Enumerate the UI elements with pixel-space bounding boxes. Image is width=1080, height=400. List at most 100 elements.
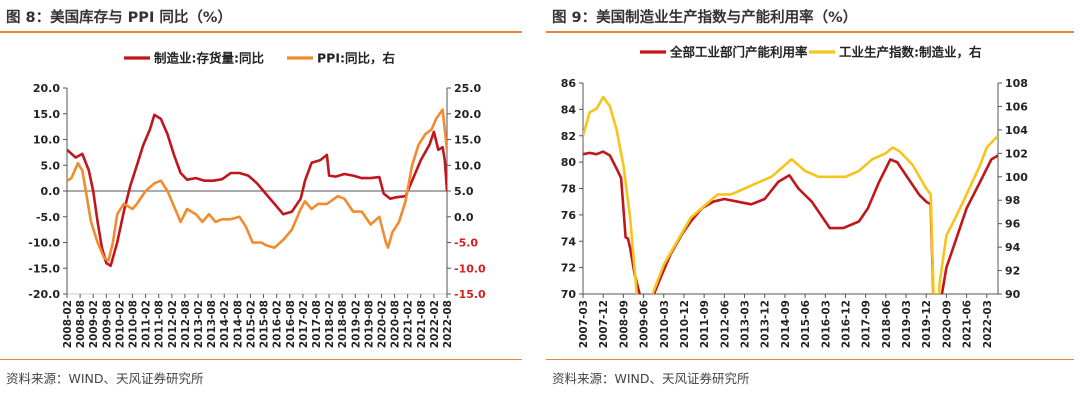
y-tick-label-right: 98 [1005,194,1020,207]
x-tick-label: 2020-08 [390,300,402,348]
x-tick-label: 2016-02 [272,300,284,348]
x-tick-label: 2020-09 [941,300,953,348]
y-tick-label-right: 20.0 [454,108,481,121]
x-tick-label: 2013-03 [740,300,752,348]
x-tick-label: 2008-08 [75,300,87,348]
x-tick-label: 2014-02 [219,300,231,348]
x-tick-label: 2009-02 [88,300,100,348]
y-tick-label-right: 25.0 [454,82,481,95]
x-tick-label: 2011-08 [154,300,166,348]
legend-label: 全部工业部门产能利用率 [669,45,808,60]
x-tick-label: 2016-12 [840,300,852,348]
y-tick-label-left: 84 [561,103,577,116]
y-tick-label-left: 15.0 [33,108,60,121]
x-tick-label: 2018-06 [881,300,893,348]
y-tick-label-right: 0.0 [454,211,474,224]
x-tick-label: 2022-02 [429,300,441,348]
legend-label: 制造业:存货量:同比 [154,51,264,66]
x-tick-label: 2017-02 [298,300,310,348]
y-tick-label-right: 102 [1005,147,1028,160]
x-tick-label: 2013-08 [206,300,218,348]
capacity-production-chart: 全部工业部门产能利用率 工业生产指数:制造业，右 86 84 82 80 78 76 74 72 7… [561,45,1029,349]
x-tick-label: 2011-02 [141,300,153,348]
inventory-ppi-chart: 制造业:存货量:同比 PPI:同比，右 20.0 15.0 10.0 5.0 0.0 -5.0… [28,51,486,349]
x-tick-label: 2018-08 [337,300,349,348]
source-rule [546,359,1074,360]
y-tick-label-left: 82 [561,130,576,143]
y-tick-label-right: -10.0 [454,262,486,275]
figure-title: 图 9：美国制造业生产指数与产能利用率（%） [552,10,858,26]
y-tick-label-left: 76 [561,209,577,222]
x-tick-label: 2010-02 [114,300,126,348]
x-tick-label: 2013-12 [760,300,772,348]
y-tick-label-right: 15.0 [454,134,481,147]
y-tick-label-left: 5.0 [41,159,61,172]
y-tick-label-left: 80 [561,156,577,169]
title-rule [0,31,522,33]
x-tick-label: 2013-02 [193,300,205,348]
x-tick-label: 2017-08 [311,300,323,348]
x-tick-label: 2015-02 [245,300,257,348]
x-tick-label: 2012-08 [180,300,192,348]
x-tick-label: 2016-08 [285,300,297,348]
x-tick-label: 2021-06 [962,300,974,348]
x-tick-label: 2007-12 [598,300,610,348]
x-tick-label: 2010-03 [659,300,671,348]
x-tick-label: 2014-08 [232,300,244,348]
x-tick-label: 2012-06 [719,300,731,348]
source-note: 资料来源：WIND、天风证券研究所 [552,371,750,386]
x-tick-label: 2019-12 [921,300,933,348]
x-tick-label: 2009-08 [101,300,113,348]
x-tick-label: 2012-02 [167,300,179,348]
legend-label: PPI:同比，右 [317,51,395,66]
y-tick-label-right: -5.0 [454,237,478,250]
y-tick-label-right: 100 [1005,171,1028,184]
y-tick-label-right: 5.0 [454,185,474,198]
y-tick-label-right: 92 [1005,265,1020,278]
y-tick-label-right: 108 [1005,77,1028,90]
series-line [67,113,447,267]
source-rule [0,359,522,360]
y-tick-label-right: 104 [1005,124,1028,137]
x-tick-label: 2009-06 [639,300,651,348]
x-tick-label: 2015-06 [800,300,812,348]
series-line [67,108,447,262]
x-tick-label: 2019-03 [901,300,913,348]
y-tick-label-right: 106 [1005,100,1028,113]
title-rule [546,31,1074,33]
y-tick-label-left: 86 [561,77,577,90]
y-tick-label-left: -10.0 [28,237,60,250]
series-line [583,95,998,294]
x-tick-label: 2020-02 [376,300,388,348]
y-tick-label-right: 94 [1005,241,1021,254]
y-tick-label-right: -15.0 [454,288,486,301]
x-tick-label: 2007-03 [578,300,590,348]
y-tick-label-left: -20.0 [28,288,60,301]
x-tick-label: 2014-09 [780,300,792,348]
left-figure: 图 8：美国库存与 PPI 同比（%） 制造业:存货量:同比 PPI:同比，右 20… [0,0,528,400]
y-tick-label-left: 70 [561,288,577,301]
source-note: 资料来源：WIND、天风证券研究所 [6,371,204,386]
x-tick-label: 2022-03 [982,300,994,348]
y-tick-label-right: 90 [1005,288,1021,301]
y-tick-label-right: 96 [1005,218,1021,231]
right-figure: 图 9：美国制造业生产指数与产能利用率（%） 全部工业部门产能利用率 工业生产指数… [546,0,1080,400]
x-tick-label: 2015-08 [259,300,271,348]
x-tick-label: 2008-02 [62,300,74,348]
y-tick-label-left: 20.0 [33,82,60,95]
legend-label: 工业生产指数:制造业，右 [839,45,982,60]
x-tick-label: 2016-03 [820,300,832,348]
x-tick-label: 2008-09 [618,300,630,348]
x-tick-label: 2021-02 [403,300,415,348]
x-tick-label: 2017-09 [861,300,873,348]
y-tick-label-left: -15.0 [28,262,60,275]
x-tick-label: 2019-08 [363,300,375,348]
y-tick-label-left: 74 [561,235,577,248]
x-tick-label: 2010-08 [128,300,140,348]
y-tick-label-left: 78 [561,183,576,196]
y-tick-label-left: 72 [561,262,576,275]
y-tick-label-left: -5.0 [36,211,60,224]
figure-title: 图 8：美国库存与 PPI 同比（%） [6,10,232,26]
x-tick-label: 2021-08 [416,300,428,348]
y-tick-label-left: 10.0 [33,134,60,147]
